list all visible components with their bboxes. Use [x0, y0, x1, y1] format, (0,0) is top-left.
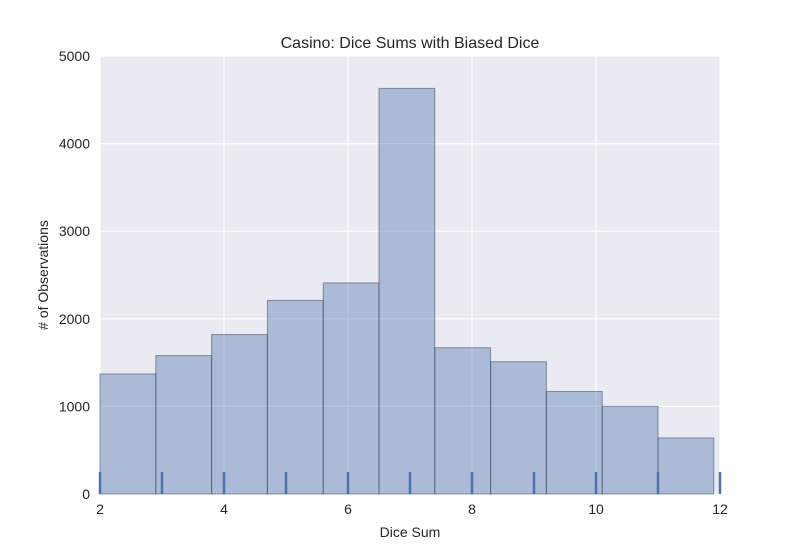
histogram-bar — [211, 334, 268, 495]
x-tick-label: 6 — [344, 501, 352, 517]
histogram-bar — [657, 437, 715, 495]
histogram-bar — [601, 405, 659, 495]
histogram-bar — [266, 299, 324, 495]
histogram-bar — [434, 347, 492, 495]
y-tick-label: 1000 — [59, 398, 90, 414]
x-tick-label: 8 — [468, 501, 476, 517]
bars — [99, 87, 715, 495]
x-axis-ticks: 2 4 6 8 10 12 — [96, 501, 728, 517]
x-axis-label: Dice Sum — [380, 524, 441, 540]
grid — [99, 55, 721, 495]
x-tick-label: 2 — [96, 501, 104, 517]
histogram-bar — [490, 361, 547, 495]
rug-marks — [98, 472, 722, 494]
histogram-bar — [322, 282, 380, 495]
x-tick-label: 12 — [712, 501, 728, 517]
x-tick-label: 4 — [220, 501, 228, 517]
x-tick-label: 10 — [588, 501, 604, 517]
y-tick-label: 5000 — [59, 48, 90, 64]
y-tick-label: 2000 — [59, 311, 90, 327]
histogram-bar — [99, 373, 157, 495]
chart-title: Casino: Dice Sums with Biased Dice — [281, 35, 540, 52]
y-tick-label: 3000 — [59, 223, 90, 239]
y-axis-label: # of Observations — [35, 220, 51, 330]
y-tick-label: 0 — [82, 486, 90, 502]
histogram-bar — [378, 87, 436, 495]
plot-area — [100, 56, 720, 494]
y-axis-ticks: 0 1000 2000 3000 4000 5000 — [59, 48, 90, 502]
histogram-bar — [545, 391, 603, 495]
y-tick-label: 4000 — [59, 136, 90, 152]
histogram-bar — [155, 355, 213, 495]
